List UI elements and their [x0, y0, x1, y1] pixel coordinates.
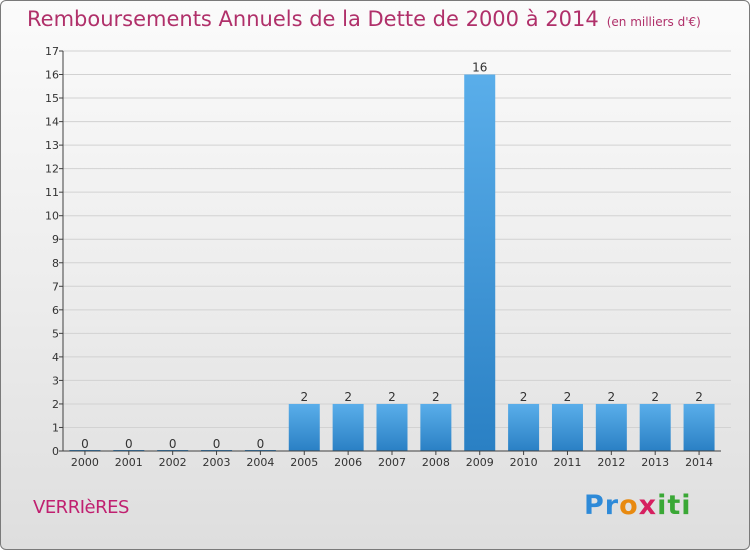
x-tick-label: 2001 — [115, 456, 143, 469]
value-label: 2 — [388, 390, 396, 404]
y-tick-label: 11 — [45, 186, 59, 199]
bar — [376, 403, 408, 451]
bar — [332, 403, 364, 451]
bar — [464, 74, 496, 451]
y-tick-label: 0 — [52, 445, 59, 458]
y-tick-label: 16 — [45, 69, 59, 82]
x-tick-label: 2005 — [290, 456, 318, 469]
value-label: 2 — [695, 390, 703, 404]
x-tick-label: 2011 — [553, 456, 581, 469]
axes — [59, 50, 721, 455]
x-tick-label: 2012 — [597, 456, 625, 469]
bar — [288, 403, 320, 451]
y-tick-label: 6 — [52, 304, 59, 317]
commune-name: VERRIèRES — [33, 497, 129, 518]
y-tick-label: 10 — [45, 210, 59, 223]
logo-part-2: o — [619, 490, 639, 521]
logo-part-1: Pr — [584, 490, 620, 521]
y-tick-label: 4 — [52, 351, 59, 364]
value-label: 0 — [125, 437, 133, 451]
value-label: 0 — [81, 437, 89, 451]
x-tick-label: 2013 — [641, 456, 669, 469]
x-tick-label: 2002 — [159, 456, 187, 469]
y-tick-label: 17 — [45, 45, 59, 58]
bar — [595, 403, 627, 451]
x-tick-label: 2003 — [203, 456, 231, 469]
y-tick-label: 9 — [52, 233, 59, 246]
x-tick-label: 2000 — [71, 456, 99, 469]
x-tick-label: 2008 — [422, 456, 450, 469]
y-tick-label: 14 — [45, 116, 59, 129]
value-label: 2 — [608, 390, 616, 404]
y-tick-label: 1 — [52, 421, 59, 434]
bar — [683, 403, 715, 451]
logo-part-3: x — [638, 490, 658, 521]
x-tick-label: 2004 — [246, 456, 274, 469]
value-label: 2 — [344, 390, 352, 404]
x-tick-label: 2014 — [685, 456, 713, 469]
value-label: 2 — [651, 390, 659, 404]
x-tick-label: 2009 — [466, 456, 494, 469]
value-label: 0 — [169, 437, 177, 451]
y-tick-label: 7 — [52, 280, 59, 293]
value-label: 2 — [300, 390, 308, 404]
x-tick-label: 2010 — [510, 456, 538, 469]
x-tick-label: 2007 — [378, 456, 406, 469]
bar — [508, 403, 540, 451]
proxiti-logo: Proxiti — [584, 490, 692, 521]
y-tick-label: 15 — [45, 92, 59, 105]
y-tick-label: 12 — [45, 163, 59, 176]
bar — [639, 403, 671, 451]
y-tick-label: 13 — [45, 139, 59, 152]
y-tick-label: 3 — [52, 374, 59, 387]
bar — [551, 403, 583, 451]
value-label: 2 — [432, 390, 440, 404]
value-label: 2 — [564, 390, 572, 404]
y-tick-label: 8 — [52, 257, 59, 270]
logo-part-4: iti — [657, 490, 692, 521]
value-label: 2 — [520, 390, 528, 404]
value-label: 16 — [472, 61, 487, 75]
chart-subtitle: (en milliers d'€) — [606, 15, 701, 29]
x-tick-label: 2006 — [334, 456, 362, 469]
bar — [420, 403, 452, 451]
chart-title-text: Remboursements Annuels de la Dette de 20… — [27, 7, 599, 31]
chart-title: Remboursements Annuels de la Dette de 20… — [27, 7, 701, 31]
value-label: 0 — [213, 437, 221, 451]
y-tick-label: 5 — [52, 327, 59, 340]
labels: 0123456789101112131415161702000020010200… — [45, 45, 713, 469]
grid-lines — [63, 50, 731, 428]
y-tick-label: 2 — [52, 398, 59, 411]
value-label: 0 — [257, 437, 265, 451]
